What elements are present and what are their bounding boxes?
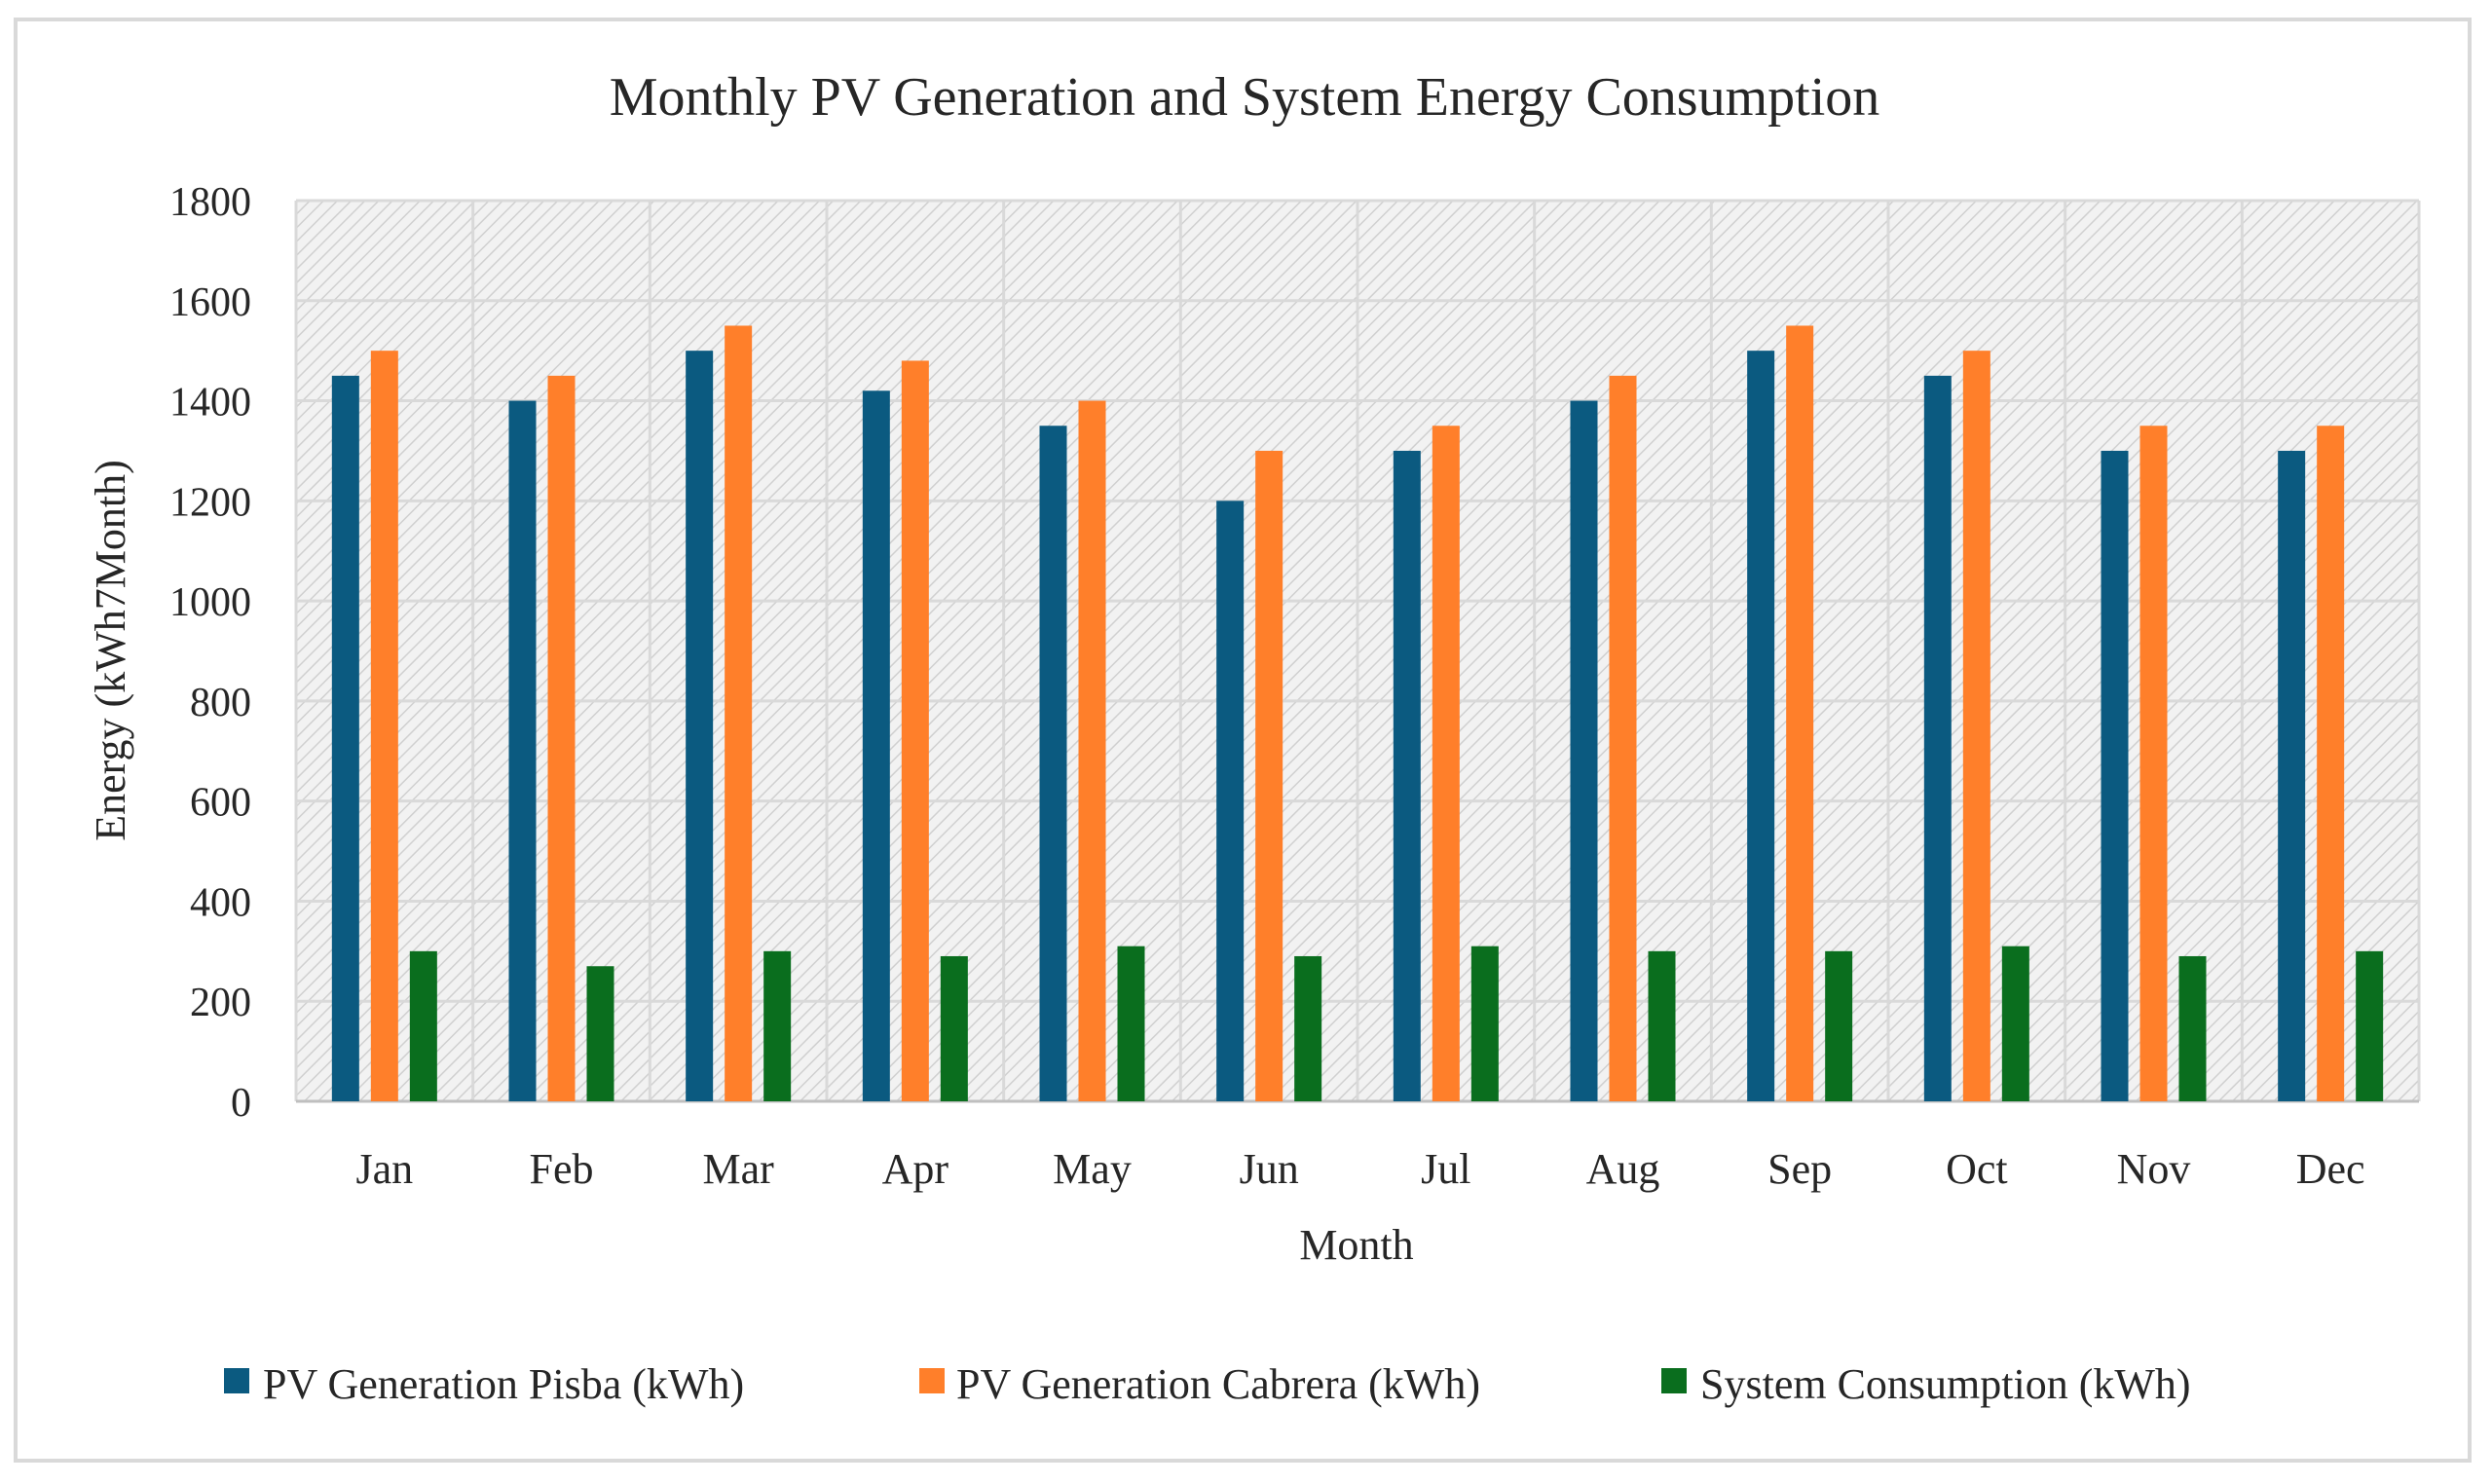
y-tick-label: 800: [190, 681, 251, 725]
legend-label-pisba: PV Generation Pisba (kWh): [263, 1360, 744, 1408]
bar-pisba-apr: [862, 390, 890, 1101]
legend-swatch-pisba: [224, 1368, 249, 1393]
bar-pisba-aug: [1570, 400, 1598, 1101]
bar-pisba-nov: [2101, 450, 2129, 1101]
bar-cabrera-jan: [370, 351, 398, 1102]
x-tick-label: Nov: [2117, 1145, 2191, 1193]
bar-pisba-mar: [686, 351, 714, 1102]
x-tick-label: Jul: [1421, 1145, 1470, 1193]
y-tick-label: 400: [190, 880, 251, 925]
y-tick-label: 600: [190, 781, 251, 826]
bar-pisba-jan: [331, 375, 359, 1102]
bar-pisba-feb: [508, 400, 537, 1101]
x-tick-label: Mar: [703, 1145, 775, 1193]
bar-cabrera-jul: [1432, 426, 1460, 1101]
bar-cabrera-oct: [1962, 351, 1990, 1102]
x-tick-label: Feb: [530, 1145, 594, 1193]
legend-swatch-cabrera: [919, 1368, 945, 1393]
y-tick-label: 200: [190, 981, 251, 1025]
legend: PV Generation Pisba (kWh) PV Generation …: [224, 1360, 2191, 1408]
bar-pisba-dec: [2278, 450, 2306, 1101]
legend-label-consumption: System Consumption (kWh): [1700, 1360, 2191, 1408]
y-axis-label: Energy (kWh7Month): [87, 460, 134, 840]
x-axis-label: Month: [1299, 1221, 1413, 1269]
x-tick-label: May: [1053, 1145, 1132, 1193]
bar-consumption-apr: [940, 955, 968, 1101]
bar-consumption-jul: [1470, 946, 1499, 1101]
chart-title: Monthly PV Generation and System Energy …: [610, 67, 1880, 128]
bar-cabrera-sep: [1786, 325, 1814, 1101]
legend-label-cabrera: PV Generation Cabrera (kWh): [956, 1360, 1480, 1408]
y-tick-label: 0: [231, 1081, 251, 1126]
bar-cabrera-apr: [901, 360, 929, 1101]
bar-consumption-jan: [409, 950, 437, 1101]
bar-consumption-feb: [586, 966, 614, 1101]
x-axis-ticks: Jan Feb Mar Apr May Jun Jul Aug Sep Oct Nov Dec: [356, 1145, 2365, 1193]
x-tick-label: Jun: [1240, 1145, 1299, 1193]
bars: [331, 325, 2384, 1102]
x-tick-label: Dec: [2296, 1145, 2365, 1193]
bar-consumption-dec: [2356, 950, 2384, 1101]
bar-consumption-oct: [2001, 946, 2029, 1101]
legend-swatch-consumption: [1661, 1368, 1687, 1393]
bar-pisba-sep: [1747, 351, 1775, 1102]
bar-pisba-jun: [1216, 501, 1245, 1101]
bar-pisba-jul: [1393, 450, 1421, 1101]
bar-consumption-jun: [1294, 955, 1322, 1101]
bar-cabrera-mar: [725, 325, 753, 1101]
x-tick-label: Aug: [1586, 1145, 1660, 1193]
bar-pisba-oct: [1923, 375, 1952, 1102]
bar-cabrera-feb: [547, 375, 576, 1102]
gridlines: [294, 199, 2421, 1103]
x-tick-label: Oct: [1946, 1145, 2008, 1193]
bar-cabrera-may: [1078, 400, 1106, 1101]
bar-cabrera-jun: [1255, 450, 1283, 1101]
bar-consumption-may: [1117, 946, 1145, 1101]
x-tick-label: Apr: [882, 1145, 949, 1193]
bar-consumption-nov: [2178, 955, 2207, 1101]
y-tick-label: 1000: [169, 580, 251, 625]
bar-consumption-mar: [763, 950, 792, 1101]
x-tick-label: Jan: [356, 1145, 414, 1193]
bar-cabrera-aug: [1609, 375, 1637, 1102]
y-tick-label: 1400: [169, 381, 251, 426]
bar-consumption-aug: [1648, 950, 1676, 1101]
bar-cabrera-dec: [2317, 426, 2345, 1101]
bar-consumption-sep: [1825, 950, 1853, 1101]
bar-pisba-may: [1039, 426, 1067, 1101]
y-axis-ticks: 0 200 400 600 800 1000 1200 1400 1600 1800: [169, 180, 251, 1126]
y-tick-label: 1200: [169, 480, 251, 525]
x-tick-label: Sep: [1767, 1145, 1832, 1193]
y-tick-label: 1600: [169, 280, 251, 325]
y-tick-label: 1800: [169, 180, 251, 225]
bar-cabrera-nov: [2139, 426, 2168, 1101]
